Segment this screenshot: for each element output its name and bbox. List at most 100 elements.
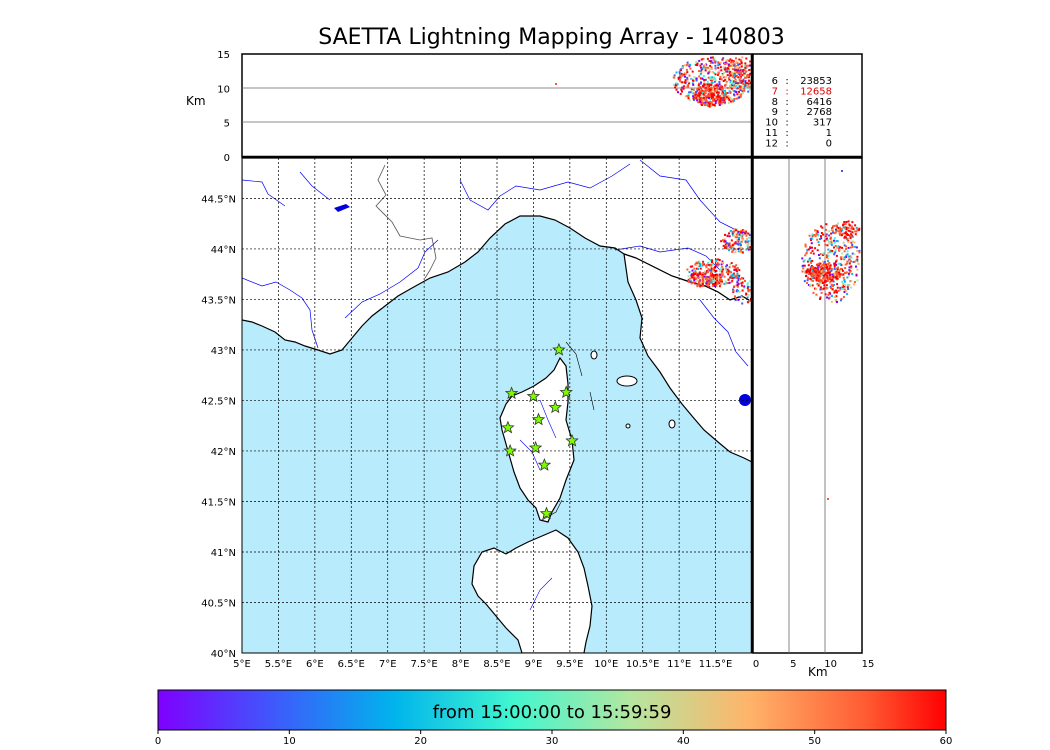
lightning-point: [816, 230, 819, 233]
lightning-point: [741, 70, 744, 73]
lightning-point: [732, 61, 735, 64]
lightning-point: [839, 299, 842, 302]
lightning-point: [719, 88, 722, 91]
lightning-point: [834, 245, 837, 247]
lightning-point: [745, 238, 748, 241]
lat-tick-label: 44.5°N: [201, 194, 236, 205]
lightning-point: [728, 232, 730, 235]
lightning-point: [856, 255, 859, 258]
station-count-separator: :: [785, 86, 788, 97]
lightning-point: [847, 288, 850, 290]
lightning-point: [844, 228, 847, 230]
lightning-point: [820, 265, 823, 268]
lightning-point: [816, 282, 819, 285]
lightning-point: [729, 90, 732, 93]
lightning-point: [842, 284, 845, 287]
lightning-point: [835, 266, 838, 269]
lightning-point: [735, 233, 738, 236]
lightning-point: [711, 261, 713, 264]
lightning-point: [734, 61, 737, 64]
lightning-point: [675, 71, 678, 74]
lightning-point: [717, 72, 720, 75]
lightning-point: [811, 236, 814, 239]
lightning-point: [705, 96, 708, 99]
lightning-point: [690, 274, 693, 277]
lightning-point: [707, 76, 710, 79]
lightning-point: [849, 233, 852, 236]
lightning-point: [804, 271, 807, 274]
altitude-frame: [241, 53, 753, 158]
lightning-point: [845, 248, 848, 250]
lightning-point: [712, 276, 715, 278]
lightning-point: [851, 235, 854, 238]
lightning-point: [740, 233, 743, 236]
lightning-point: [838, 232, 841, 235]
lightning-point: [856, 258, 859, 261]
lightning-point: [846, 260, 849, 263]
lightning-point: [730, 71, 733, 74]
lightning-point: [736, 280, 739, 283]
lightning-point: [740, 87, 743, 90]
lightning-point: [725, 271, 728, 274]
lon-tick-label: 11.5°E: [699, 659, 733, 670]
lightning-point: [739, 59, 742, 62]
lake-bolsena: [739, 394, 751, 406]
lightning-point: [703, 82, 706, 85]
lightning-point: [692, 83, 695, 86]
lightning-point: [822, 287, 825, 290]
lightning-point: [814, 274, 817, 277]
lightning-point: [858, 228, 861, 231]
lightning-point: [732, 80, 735, 83]
lightning-point: [731, 244, 734, 247]
lightning-point: [738, 93, 741, 96]
lightning-point: [686, 268, 689, 271]
lightning-point: [842, 232, 845, 235]
lightning-point: [819, 270, 822, 273]
lightning-point: [735, 91, 738, 93]
lightning-point: [709, 64, 712, 67]
lightning-point: [826, 271, 829, 274]
lightning-point: [700, 71, 703, 74]
lightning-point: [824, 278, 827, 280]
lightning-point: [704, 66, 707, 69]
lightning-point: [738, 290, 741, 293]
lat-tick-label: 42°N: [211, 447, 236, 458]
lightning-point: [831, 231, 834, 234]
lightning-point: [849, 230, 852, 233]
lightning-point: [738, 237, 740, 239]
lightning-point: [737, 276, 740, 279]
lightning-point: [679, 80, 682, 83]
lightning-point: [817, 241, 820, 244]
lat-tick-label: 40.5°N: [201, 598, 236, 609]
lightning-point: [813, 234, 816, 236]
lightning-point: [704, 86, 707, 89]
lightning-point: [699, 280, 702, 283]
station-count-separator: :: [785, 118, 788, 129]
lightning-point: [830, 287, 832, 289]
lightning-point: [704, 272, 707, 275]
lightning-point: [815, 267, 818, 270]
lightning-point: [695, 79, 698, 82]
lightning-point: [740, 74, 742, 77]
lightning-point: [692, 97, 695, 100]
lightning-point: [841, 280, 844, 283]
lightning-point: [679, 72, 682, 75]
lightning-point: [858, 249, 861, 252]
lightning-point: [706, 80, 709, 83]
lightning-point: [846, 250, 849, 253]
lightning-point: [681, 90, 683, 93]
station-count-sources: 23853: [800, 76, 832, 87]
lightning-point: [846, 286, 849, 289]
lightning-point: [702, 100, 705, 103]
lightning-point: [737, 63, 740, 66]
lightning-point: [816, 249, 819, 252]
lightning-point: [839, 286, 842, 289]
lightning-point: [717, 95, 720, 98]
lightning-point: [734, 72, 737, 75]
lightning-point: [703, 275, 706, 278]
lightning-point: [735, 65, 738, 68]
lightning-point: [834, 271, 837, 274]
lightning-point: [839, 274, 841, 277]
lightning-point: [711, 76, 714, 79]
lat-tick-label: 41°N: [211, 548, 236, 559]
